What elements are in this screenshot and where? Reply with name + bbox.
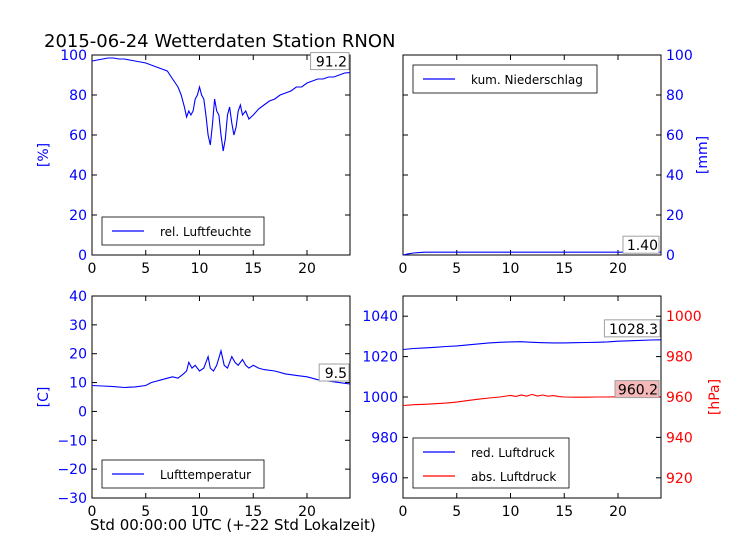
- bottom-left-y-axis-label: [C]: [36, 387, 52, 408]
- top-left-plot-frame: [91, 54, 351, 256]
- top-left-x-tick-label: 10: [191, 261, 209, 277]
- x-axis-caption: Std 00:00:00 UTC (+-22 Std Lokalzeit): [90, 516, 376, 534]
- bottom-right-last-value-2-box: [614, 380, 660, 399]
- figure-title: 2015-06-24 Wetterdaten Station RNON: [44, 31, 396, 52]
- top-left-x-tick-label: 20: [298, 261, 316, 277]
- bottom-right-y2-tick-label: 1000: [666, 309, 702, 325]
- bottom-right-y2-tick-label: 960: [666, 390, 693, 406]
- bottom-right-legend: [412, 437, 570, 489]
- bottom-left-series-1-line: [91, 348, 351, 389]
- bottom-right-x-tick-label: 5: [452, 504, 461, 520]
- top-left-y-tick-label: 100: [60, 48, 87, 64]
- top-right-y-tick-label: 0: [666, 248, 675, 264]
- top-right-legend-label-1: kum. Niederschlag: [471, 73, 583, 87]
- bottom-left-x-tick-label: 10: [191, 504, 209, 520]
- bottom-right-series-1-line: [402, 339, 662, 351]
- bottom-right-y-tick-label: 960: [371, 471, 398, 487]
- bottom-right-legend-label-1: red. Luftdruck: [471, 446, 555, 460]
- top-right-y-tick-label: 60: [666, 128, 684, 144]
- bottom-right-y-tick-label: 980: [371, 430, 398, 446]
- bottom-right-x-tick-label: 0: [399, 504, 408, 520]
- bottom-right-y2-tick-label: 940: [666, 430, 693, 446]
- top-left-y-tick-label: 80: [69, 88, 87, 104]
- bottom-right-series-2-line: [402, 393, 661, 407]
- bottom-left-x-tick-label: 0: [88, 504, 97, 520]
- top-left-x-tick-label: 0: [88, 261, 97, 277]
- top-left-last-value: 91.2: [316, 55, 347, 71]
- bottom-left-last-value-box: [318, 363, 350, 382]
- top-left-y-axis-label: [%]: [36, 143, 52, 167]
- top-left-y-tick-label: 0: [78, 248, 87, 264]
- top-right-last-value: 1.40: [627, 238, 658, 254]
- top-right-y-tick-label: 40: [666, 168, 684, 184]
- bottom-left-plot-frame: [91, 295, 351, 499]
- bottom-left-legend-label-1: Lufttemperatur: [160, 468, 251, 482]
- top-left-x-tick-label: 15: [244, 261, 262, 277]
- top-left-series-1-line: [91, 57, 351, 152]
- top-left-y-tick-label: 20: [69, 208, 87, 224]
- bottom-right-legend-label-2: abs. Luftdruck: [471, 470, 556, 484]
- top-right-x-tick-label: 20: [609, 261, 627, 277]
- top-right-y-tick-label: 100: [666, 48, 693, 64]
- bottom-left-x-tick-label: 5: [141, 504, 150, 520]
- top-right-x-tick-label: 10: [502, 261, 520, 277]
- bottom-right-y-tick-label: 1000: [362, 390, 398, 406]
- bottom-right-y-tick-label: 1020: [362, 350, 398, 366]
- top-right-x-tick-label: 15: [555, 261, 573, 277]
- bottom-right-x-tick-label: 15: [555, 504, 573, 520]
- top-left-y-tick-label: 40: [69, 168, 87, 184]
- bottom-right-x-tick-label: 20: [609, 504, 627, 520]
- top-left-legend-label-1: rel. Luftfeuchte: [160, 225, 251, 239]
- bottom-left-y-tick-label: −20: [57, 462, 87, 478]
- bottom-left-last-value: 9.5: [325, 366, 347, 382]
- top-right-series-1-line: [402, 251, 661, 256]
- bottom-right-last-value-2: 960.2: [618, 383, 658, 399]
- bottom-left-y-tick-label: −10: [57, 433, 87, 449]
- bottom-left-y-tick-label: 40: [69, 289, 87, 305]
- top-left-last-value-box: [310, 52, 350, 71]
- top-right-y-tick-label: 80: [666, 88, 684, 104]
- bottom-right-x-tick-label: 10: [502, 504, 520, 520]
- top-left-x-tick-label: 5: [141, 261, 150, 277]
- bottom-right-y2-tick-label: 920: [666, 471, 693, 487]
- bottom-left-y-tick-label: 30: [69, 318, 87, 334]
- top-right-x-tick-label: 0: [399, 261, 408, 277]
- top-right-x-tick-label: 5: [452, 261, 461, 277]
- top-right-plot-frame: [402, 54, 662, 256]
- bottom-right-y2-axis-label: [hPa]: [707, 379, 723, 415]
- bottom-left-y-tick-label: 0: [78, 404, 87, 420]
- top-left-y-tick-label: 60: [69, 128, 87, 144]
- bottom-right-last-value-1: 1028.3: [609, 322, 658, 338]
- bottom-left-y-tick-label: 10: [69, 376, 87, 392]
- bottom-left-x-tick-label: 20: [298, 504, 316, 520]
- top-right-y-tick-label: 20: [666, 208, 684, 224]
- bottom-right-y2-tick-label: 980: [666, 350, 693, 366]
- bottom-left-y-tick-label: 20: [69, 347, 87, 363]
- top-right-last-value-box: [622, 235, 660, 254]
- bottom-left-y-tick-label: −30: [57, 491, 87, 507]
- bottom-right-y-tick-label: 1040: [362, 309, 398, 325]
- bottom-left-x-tick-label: 15: [244, 504, 262, 520]
- bottom-right-last-value-1-box: [603, 319, 661, 338]
- top-right-y-axis-label: [mm]: [695, 136, 711, 174]
